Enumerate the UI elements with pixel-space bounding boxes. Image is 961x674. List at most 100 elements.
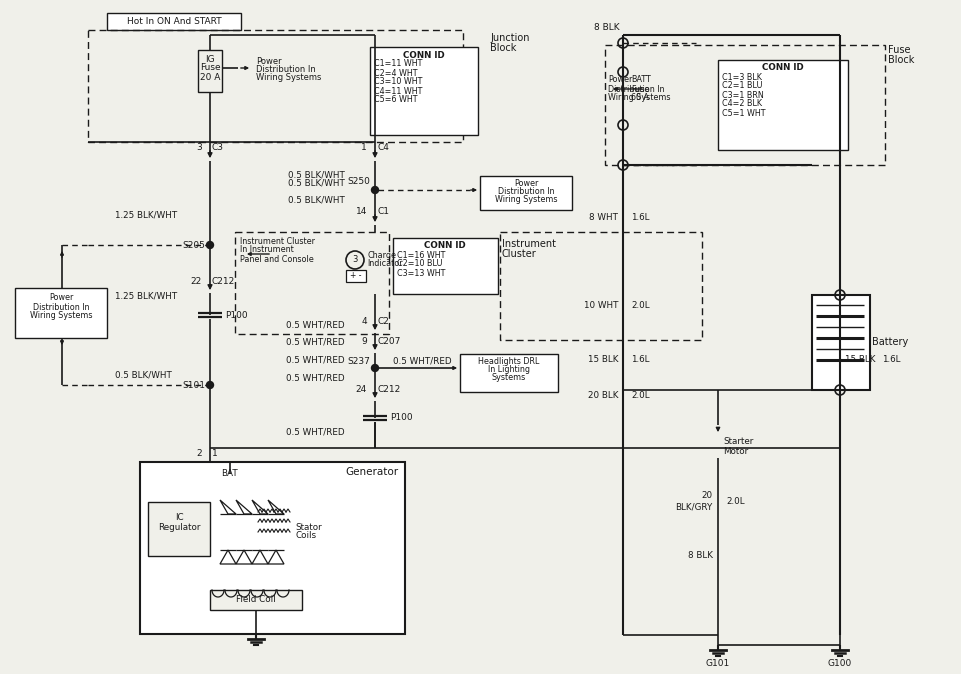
Text: 20: 20 (702, 491, 713, 499)
Text: 0.5 WHT/RED: 0.5 WHT/RED (286, 355, 345, 365)
Text: C4: C4 (377, 144, 389, 152)
Circle shape (207, 241, 213, 249)
Circle shape (207, 381, 213, 388)
Text: Power: Power (514, 179, 538, 187)
Bar (15, 288, 107, 338)
Text: 2.0L: 2.0L (631, 390, 650, 400)
Text: 8 BLK: 8 BLK (688, 551, 713, 559)
Text: Wiring Systems: Wiring Systems (608, 94, 671, 102)
Text: C2=1 BLU: C2=1 BLU (722, 82, 762, 90)
Text: Distribution In: Distribution In (33, 303, 89, 311)
Text: Panel and Console: Panel and Console (240, 255, 313, 264)
Text: Distribution In: Distribution In (608, 84, 664, 94)
Text: 0.5 BLK/WHT: 0.5 BLK/WHT (288, 179, 345, 187)
Text: 20 BLK: 20 BLK (587, 390, 618, 400)
Text: Block: Block (490, 43, 516, 53)
Text: 15 BLK: 15 BLK (845, 355, 875, 365)
Text: Distribution In: Distribution In (256, 65, 316, 75)
Text: 1.6L: 1.6L (631, 355, 650, 365)
Text: 1: 1 (361, 144, 367, 152)
Bar (460, 354, 558, 392)
Text: S101: S101 (182, 381, 205, 390)
Text: S250: S250 (347, 177, 370, 187)
Bar (210, 590, 302, 610)
Text: 8 WHT: 8 WHT (589, 214, 618, 222)
Text: 9: 9 (361, 338, 367, 346)
Text: C3: C3 (212, 144, 224, 152)
Text: P100: P100 (225, 311, 248, 319)
Text: BLK/GRY: BLK/GRY (676, 503, 713, 512)
Text: IC: IC (175, 514, 184, 522)
Text: Distribution In: Distribution In (498, 187, 554, 195)
Bar (812, 295, 870, 390)
Text: 24: 24 (356, 386, 367, 394)
Text: C5=1 WHT: C5=1 WHT (722, 109, 766, 117)
Text: S237: S237 (347, 357, 370, 367)
Text: C1: C1 (377, 208, 389, 216)
Text: 60 A: 60 A (631, 94, 649, 102)
Text: 0.5 BLK/WHT: 0.5 BLK/WHT (288, 171, 345, 179)
Text: Fuse: Fuse (200, 63, 220, 73)
Text: 14: 14 (356, 208, 367, 216)
Text: 1.6L: 1.6L (882, 355, 900, 365)
Text: Fuse: Fuse (888, 45, 910, 55)
Text: C3=13 WHT: C3=13 WHT (397, 268, 445, 278)
Text: C207: C207 (377, 338, 401, 346)
Text: Charge: Charge (367, 251, 396, 259)
Text: G101: G101 (706, 658, 730, 667)
Text: 0.5 BLK/WHT: 0.5 BLK/WHT (115, 371, 172, 379)
Bar (235, 232, 389, 334)
Bar (393, 238, 498, 294)
Text: G100: G100 (827, 658, 852, 667)
Bar (370, 47, 478, 135)
Text: Wiring Systems: Wiring Systems (256, 73, 321, 82)
Text: C4=2 BLK: C4=2 BLK (722, 100, 762, 109)
Text: 0.5 WHT/RED: 0.5 WHT/RED (286, 373, 345, 383)
Text: Instrument: Instrument (502, 239, 556, 249)
Text: Indicator: Indicator (367, 259, 403, 268)
Text: Junction: Junction (490, 33, 530, 43)
Text: 0.5 WHT/RED: 0.5 WHT/RED (393, 357, 452, 365)
Text: IG: IG (206, 55, 215, 63)
Bar (107, 13, 241, 30)
Text: CONN ID: CONN ID (762, 63, 803, 73)
Text: P100: P100 (390, 414, 412, 423)
Text: Power: Power (49, 293, 73, 303)
Circle shape (372, 187, 379, 193)
Text: Wiring Systems: Wiring Systems (30, 311, 92, 321)
Text: C212: C212 (212, 278, 235, 286)
Text: 1.25 BLK/WHT: 1.25 BLK/WHT (115, 291, 177, 301)
Text: Fuse: Fuse (631, 84, 650, 94)
Text: BAT: BAT (222, 470, 238, 479)
Text: Generator: Generator (345, 467, 398, 477)
Text: 0.5 WHT/RED: 0.5 WHT/RED (286, 427, 345, 437)
Text: C3=1 BRN: C3=1 BRN (722, 90, 764, 100)
Text: + -: + - (350, 272, 361, 280)
Text: Motor: Motor (723, 448, 749, 456)
Text: Hot In ON And START: Hot In ON And START (127, 16, 221, 26)
Text: Stator: Stator (295, 522, 322, 532)
Text: C2=4 WHT: C2=4 WHT (374, 69, 417, 78)
Text: Regulator: Regulator (158, 522, 200, 532)
Text: 0.5 WHT/RED: 0.5 WHT/RED (286, 321, 345, 330)
Text: C4=11 WHT: C4=11 WHT (374, 86, 423, 96)
Text: 1.6L: 1.6L (631, 214, 650, 222)
Text: In Lighting: In Lighting (488, 365, 530, 373)
Text: C1=3 BLK: C1=3 BLK (722, 73, 762, 82)
Text: Battery: Battery (872, 337, 908, 347)
Text: 0.5 WHT/RED: 0.5 WHT/RED (286, 338, 345, 346)
Text: 20 A: 20 A (200, 73, 220, 82)
Text: C2: C2 (377, 317, 389, 326)
Circle shape (372, 365, 379, 371)
Bar (346, 270, 366, 282)
Text: C1=11 WHT: C1=11 WHT (374, 59, 423, 69)
Text: C1=16 WHT: C1=16 WHT (397, 251, 445, 259)
Text: C212: C212 (377, 386, 400, 394)
Text: 1.25 BLK/WHT: 1.25 BLK/WHT (115, 210, 177, 220)
Text: Systems: Systems (492, 373, 526, 381)
Text: Block: Block (888, 55, 914, 65)
Text: CONN ID: CONN ID (424, 241, 466, 251)
Text: Coils: Coils (295, 532, 316, 541)
Text: 8 BLK: 8 BLK (594, 24, 620, 32)
Bar (500, 232, 702, 340)
